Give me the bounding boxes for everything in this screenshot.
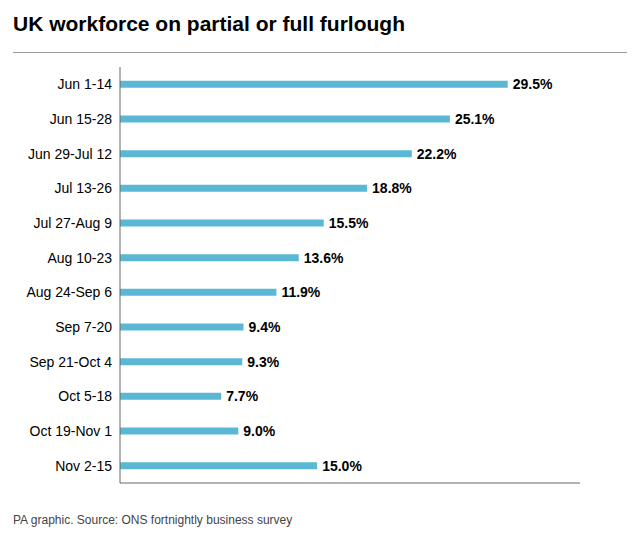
svg-text:Oct 5-18: Oct 5-18 [58, 388, 112, 404]
svg-text:Aug 10-23: Aug 10-23 [47, 250, 112, 266]
svg-text:11.9%: 11.9% [281, 284, 320, 300]
svg-text:Jun 1-14: Jun 1-14 [58, 76, 113, 92]
svg-text:22.2%: 22.2% [417, 146, 457, 162]
svg-text:Aug 24-Sep 6: Aug 24-Sep 6 [26, 284, 112, 300]
svg-text:15.5%: 15.5% [329, 215, 369, 231]
svg-text:Sep 21-Oct 4: Sep 21-Oct 4 [30, 354, 113, 370]
svg-text:Jul 13-26: Jul 13-26 [54, 180, 112, 196]
html-text:UK workforce on partial or ful: UK workforce on partial or full furlough [13, 12, 405, 35]
svg-text:9.4%: 9.4% [249, 319, 281, 335]
svg-text:25.1%: 25.1% [455, 111, 495, 127]
svg-text:7.7%: 7.7% [226, 388, 258, 404]
svg-text:Jun 15-28: Jun 15-28 [50, 111, 112, 127]
svg-text:Sep 7-20: Sep 7-20 [55, 319, 112, 335]
svg-text:Jun 29-Jul 12: Jun 29-Jul 12 [28, 146, 112, 162]
svg-text:29.5%: 29.5% [513, 76, 553, 92]
svg-text:18.8%: 18.8% [372, 180, 412, 196]
html-text:PA graphic. Source: ONS fortni: PA graphic. Source: ONS fortnightly busi… [13, 513, 293, 527]
svg-text:9.3%: 9.3% [247, 354, 279, 370]
svg-text:9.0%: 9.0% [243, 423, 275, 439]
svg-text:Oct 19-Nov 1: Oct 19-Nov 1 [30, 423, 113, 439]
svg-text:13.6%: 13.6% [304, 250, 344, 266]
svg-text:Nov 2-15: Nov 2-15 [55, 458, 112, 474]
svg-text:Jul 27-Aug 9: Jul 27-Aug 9 [33, 215, 112, 231]
svg-text:15.0%: 15.0% [322, 458, 362, 474]
